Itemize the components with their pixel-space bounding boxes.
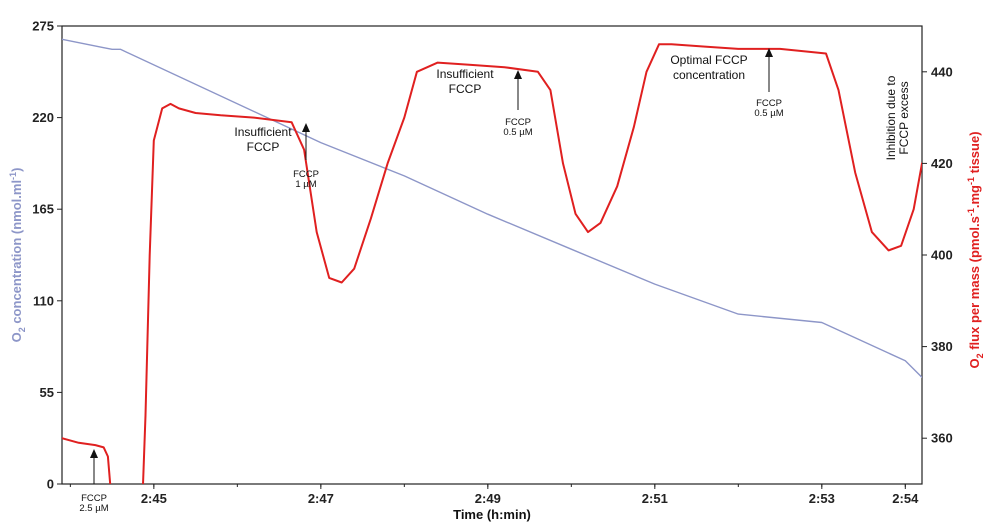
plot-frame — [61, 25, 923, 485]
right-axis-title-sup1: -1 — [966, 208, 976, 216]
annotation-label: FCCP — [247, 140, 280, 154]
left-tick-label: 165 — [32, 202, 54, 217]
right-axis-title: O2 flux per mass (pmol.s-1.mg-1 tissue) — [966, 131, 985, 368]
annotation-label: Insufficient — [436, 67, 494, 81]
annotation-fccp-dose: 0.5 µM — [503, 127, 532, 138]
right-tick-label: 420 — [931, 156, 953, 171]
left-axis-title-sub: 2 — [17, 327, 27, 332]
series-o2-concentration-line — [62, 38, 922, 379]
right-tick-label: 360 — [931, 431, 953, 446]
right-tick-label: 380 — [931, 339, 953, 354]
annotation-label: concentration — [673, 68, 745, 82]
left-axis-title: O2 concentration (nmol.ml-1) — [8, 168, 27, 343]
annotation-fccp-dose: FCCP — [505, 117, 531, 128]
annotation-arrowhead — [302, 123, 310, 132]
plot-border — [61, 25, 923, 485]
annotation-label: Insufficient — [234, 125, 292, 139]
right-axis-title-rest2: .mg — [967, 185, 982, 208]
ticks-layer: 2:45 2:47 2:49 2:51 2:53 2:54 0 55 110 165 220 275 3… — [32, 19, 952, 507]
x-tick-label: 2:47 — [308, 491, 334, 506]
x-axis-title: Time (h:min) — [453, 507, 531, 522]
annotation-arrowhead — [90, 449, 98, 458]
right-axis-title-main: O — [967, 358, 982, 368]
left-tick-label: 275 — [32, 19, 54, 34]
svg-text:O2 concentration (nmol.ml-1): O2 concentration (nmol.ml-1) — [8, 168, 27, 343]
right-tick-label: 400 — [931, 248, 953, 263]
x-tick-label: 2:49 — [475, 491, 501, 506]
right-axis-title-rest1: flux per mass (pmol.s — [967, 216, 982, 353]
annotation-label: FCCP — [449, 82, 482, 96]
x-tick-label: 2:54 — [892, 491, 919, 506]
right-tick-label: 440 — [931, 64, 953, 79]
series-layer — [62, 38, 922, 484]
left-axis-title-rest: concentration (nmol.ml — [9, 180, 24, 327]
annotation-inhibition-line: FCCP excess — [897, 81, 911, 154]
annotation-inhibition-line: Inhibition due to — [884, 75, 898, 160]
series-o2-flux-line — [62, 43, 922, 484]
left-tick-label: 55 — [40, 385, 54, 400]
annotation-inhibition: Inhibition due to FCCP excess — [884, 75, 911, 160]
left-axis-title-end: ) — [9, 168, 24, 172]
left-tick-label: 110 — [33, 293, 54, 308]
x-tick-label: 2:45 — [141, 491, 167, 506]
annotation-fccp-dose: FCCP — [293, 169, 319, 180]
left-axis-title-main: O — [9, 332, 24, 342]
svg-text:O2 flux per mass (pmol.s-1.mg: O2 flux per mass (pmol.s-1.mg-1 tissue) — [966, 131, 985, 368]
annotation-fccp-dose: FCCP — [81, 493, 107, 504]
right-axis-title-sup2: -1 — [966, 177, 976, 185]
annotation-arrowhead — [514, 70, 522, 79]
left-axis-title-sup: -1 — [8, 172, 18, 180]
left-tick-label: 0 — [47, 477, 54, 492]
annotation-arrowhead — [765, 48, 773, 57]
x-tick-label: 2:51 — [642, 491, 668, 506]
annotation-label: Optimal FCCP — [670, 53, 747, 67]
annotation-fccp-dose: 1 µM — [295, 179, 316, 190]
annotation-fccp-dose: 2.5 µM — [79, 503, 108, 514]
right-axis-title-sub: 2 — [975, 353, 985, 358]
left-tick-label: 220 — [32, 110, 54, 125]
annotation-fccp-dose: 0.5 µM — [754, 108, 783, 119]
annotation-fccp-dose: FCCP — [756, 98, 782, 109]
right-axis-title-end: tissue) — [967, 131, 982, 177]
x-tick-label: 2:53 — [809, 491, 835, 506]
